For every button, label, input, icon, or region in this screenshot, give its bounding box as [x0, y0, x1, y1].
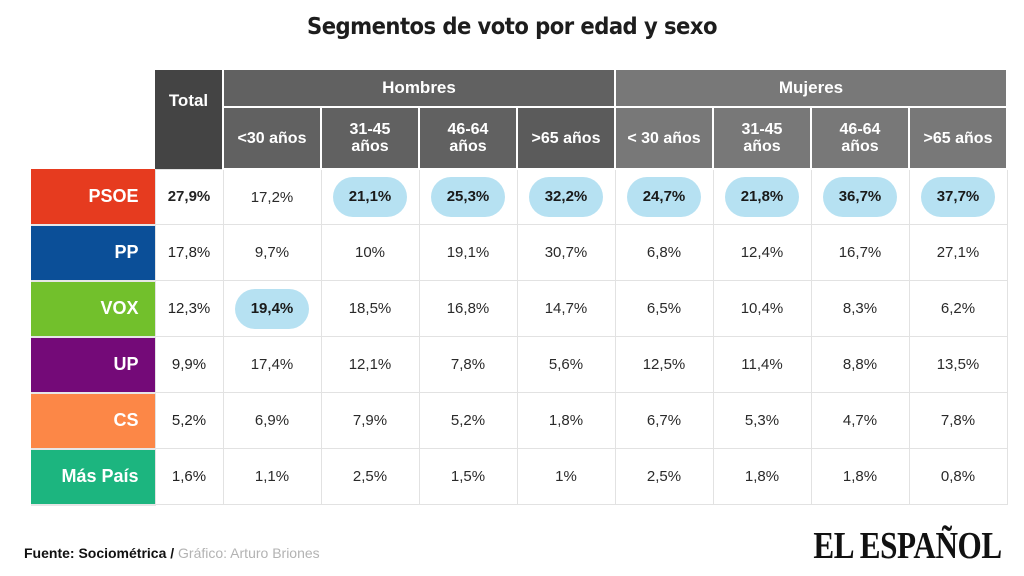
value-cell: 7,9% — [320, 392, 420, 449]
value-cell: 1,8% — [810, 448, 910, 505]
value-cell: 4,7% — [810, 392, 910, 449]
value-cell: 7,8% — [908, 392, 1008, 449]
value-cell: 21,8% — [712, 168, 812, 225]
party-label: CS — [31, 392, 155, 450]
value-cell: 12,1% — [320, 336, 420, 393]
value-cell: 27,1% — [908, 224, 1008, 281]
table-row: PP 17,8% 9,7% 10% 19,1% 30,7% 6,8% 12,4% 16,7% 27… — [31, 224, 1008, 282]
value-cell: 8,3% — [810, 280, 910, 337]
value-cell: 10% — [320, 224, 420, 281]
highlighted-value: 25,3% — [431, 177, 505, 217]
value-cell: 6,9% — [222, 392, 322, 449]
column-header-hombres-1: <30 años — [222, 106, 322, 170]
value-cell: 6,2% — [908, 280, 1008, 337]
party-label: PP — [31, 224, 155, 282]
highlighted-value: 32,2% — [529, 177, 603, 217]
value-cell: 5,2% — [418, 392, 518, 449]
table-row: UP 9,9% 17,4% 12,1% 7,8% 5,6% 12,5% 11,4% 8,8% 13… — [31, 336, 1008, 394]
total-value: 27,9% — [154, 168, 224, 225]
value-cell: 17,4% — [222, 336, 322, 393]
column-header-mujeres-3: 46-64 años — [810, 106, 910, 170]
chart-title: Segmentos de voto por edad y sexo — [307, 14, 717, 40]
highlighted-value: 21,1% — [333, 177, 407, 217]
value-cell: 1,1% — [222, 448, 322, 505]
value-cell: 13,5% — [908, 336, 1008, 393]
value-cell: 6,5% — [614, 280, 714, 337]
total-value: 17,8% — [154, 224, 224, 281]
total-value: 5,2% — [154, 392, 224, 449]
footer: Fuente: Sociométrica / Gráfico: Arturo B… — [24, 545, 320, 561]
value-cell: 36,7% — [810, 168, 910, 225]
value-cell: 12,4% — [712, 224, 812, 281]
el-espanol-logo: EL ESPAÑOL — [813, 525, 1003, 567]
value-cell: 5,3% — [712, 392, 812, 449]
value-cell: 21,1% — [320, 168, 420, 225]
value-cell: 6,7% — [614, 392, 714, 449]
value-cell: 9,7% — [222, 224, 322, 281]
value-cell: 5,6% — [516, 336, 616, 393]
value-cell: 18,5% — [320, 280, 420, 337]
highlighted-value: 36,7% — [823, 177, 897, 217]
value-cell: 16,8% — [418, 280, 518, 337]
source-text: Fuente: Sociométrica — [24, 545, 167, 561]
value-cell: 11,4% — [712, 336, 812, 393]
value-cell: 19,4% — [222, 280, 322, 337]
group-header-mujeres: Mujeres — [614, 70, 1008, 108]
value-cell: 14,7% — [516, 280, 616, 337]
total-value: 1,6% — [154, 448, 224, 505]
party-label: UP — [31, 336, 155, 394]
value-cell: 10,4% — [712, 280, 812, 337]
column-header-hombres-4: >65 años — [516, 106, 616, 170]
column-header-mujeres-1: < 30 años — [614, 106, 714, 170]
highlighted-value: 37,7% — [921, 177, 995, 217]
total-value: 12,3% — [154, 280, 224, 337]
party-label: PSOE — [31, 169, 155, 226]
credit-text: Gráfico: Arturo Briones — [178, 545, 320, 561]
footer-separator: / — [170, 545, 175, 561]
value-cell: 1,5% — [418, 448, 518, 505]
value-cell: 25,3% — [418, 168, 518, 225]
value-cell: 7,8% — [418, 336, 518, 393]
vote-segments-table: Total Hombres Mujeres <30 años 31-45 años 4… — [31, 70, 1008, 506]
group-header-hombres: Hombres — [222, 70, 616, 108]
column-header-mujeres-2: 31-45 años — [712, 106, 812, 170]
value-cell: 19,1% — [418, 224, 518, 281]
value-cell: 17,2% — [222, 168, 322, 225]
value-cell: 30,7% — [516, 224, 616, 281]
party-label: VOX — [31, 280, 155, 338]
column-header-mujeres-4: >65 años — [908, 106, 1008, 170]
total-value: 9,9% — [154, 336, 224, 393]
column-header-hombres-3: 46-64 años — [418, 106, 518, 170]
value-cell: 37,7% — [908, 168, 1008, 225]
value-cell: 8,8% — [810, 336, 910, 393]
table-row: PSOE 27,9% 17,2% 21,1% 25,3% 32,2% 24,7% 21,8% 3… — [31, 168, 1008, 226]
value-cell: 2,5% — [614, 448, 714, 505]
table-row: CS 5,2% 6,9% 7,9% 5,2% 1,8% 6,7% 5,3% 4,7% 7,8% — [31, 392, 1008, 450]
value-cell: 2,5% — [320, 448, 420, 505]
column-header-hombres-2: 31-45 años — [320, 106, 420, 170]
value-cell: 32,2% — [516, 168, 616, 225]
table-row: Más País 1,6% 1,1% 2,5% 1,5% 1% 2,5% 1,8% 1,8% 0,… — [31, 448, 1008, 506]
value-cell: 6,8% — [614, 224, 714, 281]
total-header: Total — [155, 70, 224, 169]
highlighted-value: 19,4% — [235, 288, 309, 329]
value-cell: 24,7% — [614, 168, 714, 225]
value-cell: 1% — [516, 448, 616, 505]
value-cell: 0,8% — [908, 448, 1008, 505]
highlighted-value: 24,7% — [627, 177, 701, 217]
value-cell: 12,5% — [614, 336, 714, 393]
highlighted-value: 21,8% — [725, 177, 799, 217]
corner-blank — [31, 70, 155, 169]
party-label: Más País — [31, 448, 155, 506]
value-cell: 16,7% — [810, 224, 910, 281]
table-row: VOX 12,3% 19,4% 18,5% 16,8% 14,7% 6,5% 10,4% 8,3… — [31, 280, 1008, 338]
value-cell: 1,8% — [712, 448, 812, 505]
value-cell: 1,8% — [516, 392, 616, 449]
